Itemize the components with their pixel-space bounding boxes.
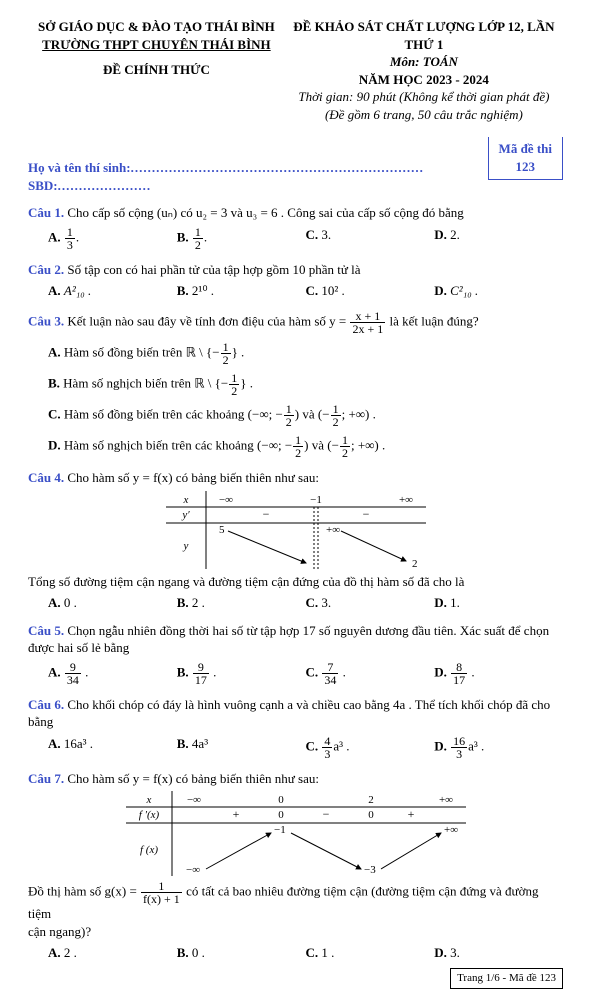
svg-text:0: 0 xyxy=(278,794,284,806)
svg-text:−1: −1 xyxy=(310,494,322,506)
svg-text:x: x xyxy=(145,794,151,806)
q1-options: A. 13. B. 12. C. 3. D. 2. xyxy=(48,226,563,251)
q5-text: Chọn ngẫu nhiên đồng thời hai số từ tập … xyxy=(28,623,549,656)
svg-text:−∞: −∞ xyxy=(186,864,200,876)
svg-text:−: − xyxy=(262,507,269,521)
svg-text:5: 5 xyxy=(219,524,225,536)
svg-text:−3: −3 xyxy=(364,864,376,876)
page-footer: Trang 1/6 - Mã đề 123 xyxy=(450,968,563,989)
svg-text:+∞: +∞ xyxy=(438,794,452,806)
question-6: Câu 6. Cho khối chóp có đáy là hình vuôn… xyxy=(28,696,563,760)
q3-num: Câu 3. xyxy=(28,314,64,329)
svg-text:−: − xyxy=(322,807,329,821)
q2-text: Số tập con có hai phần tử của tập hợp gồ… xyxy=(67,262,360,277)
q7-text2: Đồ thị hàm số g(x) = 1f(x) + 1 có tất cả… xyxy=(28,880,563,923)
q4-text: Cho hàm số y = f(x) có bảng biến thiên n… xyxy=(67,470,319,485)
sbd-label: SBD: xyxy=(28,178,58,193)
hdr-left-2: TRƯỜNG THPT CHUYÊN THÁI BÌNH xyxy=(28,36,285,54)
hdr-right-1: ĐỀ KHẢO SÁT CHẤT LƯỢNG LỚP 12, LẦN THỨ 1 xyxy=(285,18,563,53)
svg-text:y′: y′ xyxy=(181,509,190,521)
q6-text: Cho khối chóp có đáy là hình vuông cạnh … xyxy=(28,697,550,730)
q1-num: Câu 1. xyxy=(28,205,64,220)
q2-options: A. A²₁₀ . B. 2¹⁰ . C. 10² . D. C²₁₀ . xyxy=(48,282,563,300)
header-left: SỞ GIÁO DỤC & ĐÀO TẠO THÁI BÌNH TRƯỜNG T… xyxy=(28,18,285,123)
svg-text:f (x): f (x) xyxy=(139,844,157,856)
q3-text-b: là kết luận đúng? xyxy=(390,314,479,329)
header: SỞ GIÁO DỤC & ĐÀO TẠO THÁI BÌNH TRƯỜNG T… xyxy=(28,18,563,123)
q7-text2c: cận ngang)? xyxy=(28,923,563,941)
q7-text: Cho hàm số y = f(x) có bảng biến thiên n… xyxy=(67,771,319,786)
hdr-right-5: (Đề gồm 6 trang, 50 câu trắc nghiệm) xyxy=(285,106,563,124)
q7-options: A. 2 . B. 0 . C. 1 . D. 3. xyxy=(48,944,563,962)
svg-text:y: y xyxy=(182,540,188,552)
svg-text:+∞: +∞ xyxy=(398,494,412,506)
q4-num: Câu 4. xyxy=(28,470,64,485)
svg-text:−∞: −∞ xyxy=(218,494,232,506)
svg-text:2: 2 xyxy=(368,794,374,806)
q4-options: A. 0 . B. 2 . C. 3. D. 1. xyxy=(48,594,563,612)
question-4: Câu 4. Cho hàm số y = f(x) có bảng biến … xyxy=(28,469,563,612)
svg-text:−1: −1 xyxy=(274,824,286,836)
q7-num: Câu 7. xyxy=(28,771,64,786)
svg-text:2: 2 xyxy=(412,558,418,569)
q2-num: Câu 2. xyxy=(28,262,64,277)
svg-text:+∞: +∞ xyxy=(444,824,458,836)
sbd-dots: ...................... xyxy=(58,178,152,193)
q3-text-a: Kết luận nào sau đây về tính đơn điệu củ… xyxy=(67,314,349,329)
hdr-left-3: ĐỀ CHÍNH THỨC xyxy=(28,61,285,79)
q6-options: A. 16a³ . B. 4a³ C. 43a³ . D. 163a³ . xyxy=(48,735,563,760)
question-1: Câu 1. Cho cấp số cộng (uₙ) có u₂ = 3 và… xyxy=(28,204,563,251)
svg-text:0: 0 xyxy=(278,809,284,821)
question-2: Câu 2. Số tập con có hai phần tử của tập… xyxy=(28,261,563,300)
svg-text:−: − xyxy=(362,507,369,521)
svg-text:+: + xyxy=(232,807,239,821)
q5-options: A. 934 . B. 917 . C. 734 . D. 817 . xyxy=(48,661,563,686)
question-3: Câu 3. Kết luận nào sau đây về tính đơn … xyxy=(28,310,563,459)
name-dots1: ........................................… xyxy=(131,160,424,175)
header-right: ĐỀ KHẢO SÁT CHẤT LƯỢNG LỚP 12, LẦN THỨ 1… xyxy=(285,18,563,123)
name-label: Họ và tên thí sinh: xyxy=(28,160,131,175)
svg-text:x: x xyxy=(182,494,188,506)
hdr-right-3: NĂM HỌC 2023 - 2024 xyxy=(285,71,563,89)
svg-text:−∞: −∞ xyxy=(186,794,200,806)
q4-text2: Tổng số đường tiệm cận ngang và đường ti… xyxy=(28,573,563,591)
svg-text:0: 0 xyxy=(368,809,374,821)
q5-num: Câu 5. xyxy=(28,623,64,638)
hdr-right-4: Thời gian: 90 phút (Không kể thời gian p… xyxy=(285,88,563,106)
q6-num: Câu 6. xyxy=(28,697,64,712)
svg-text:+: + xyxy=(407,807,414,821)
question-7: Câu 7. Cho hàm số y = f(x) có bảng biến … xyxy=(28,770,563,962)
exam-code-value: 123 xyxy=(499,158,552,176)
q7-variation-table: x f ′(x) f (x) −∞ 0 2 +∞ + 0 − 0 + −∞ −1… xyxy=(126,791,466,876)
hdr-left-1: SỞ GIÁO DỤC & ĐÀO TẠO THÁI BÌNH xyxy=(28,18,285,36)
q1-text: Cho cấp số cộng (uₙ) có u₂ = 3 và u₃ = 6… xyxy=(67,205,463,220)
exam-code-label: Mã đề thi xyxy=(499,140,552,158)
question-5: Câu 5. Chọn ngẫu nhiên đồng thời hai số … xyxy=(28,622,563,686)
q4-variation-table: x y′ y −∞ −1 +∞ − − 5 +∞ 2 xyxy=(166,491,426,569)
hdr-right-2: Môn: TOÁN xyxy=(285,53,563,71)
svg-text:+∞: +∞ xyxy=(326,524,340,536)
name-row: Họ và tên thí sinh:.....................… xyxy=(28,147,563,194)
exam-code-box: Mã đề thi 123 xyxy=(488,137,563,180)
svg-text:f ′(x): f ′(x) xyxy=(138,809,159,821)
